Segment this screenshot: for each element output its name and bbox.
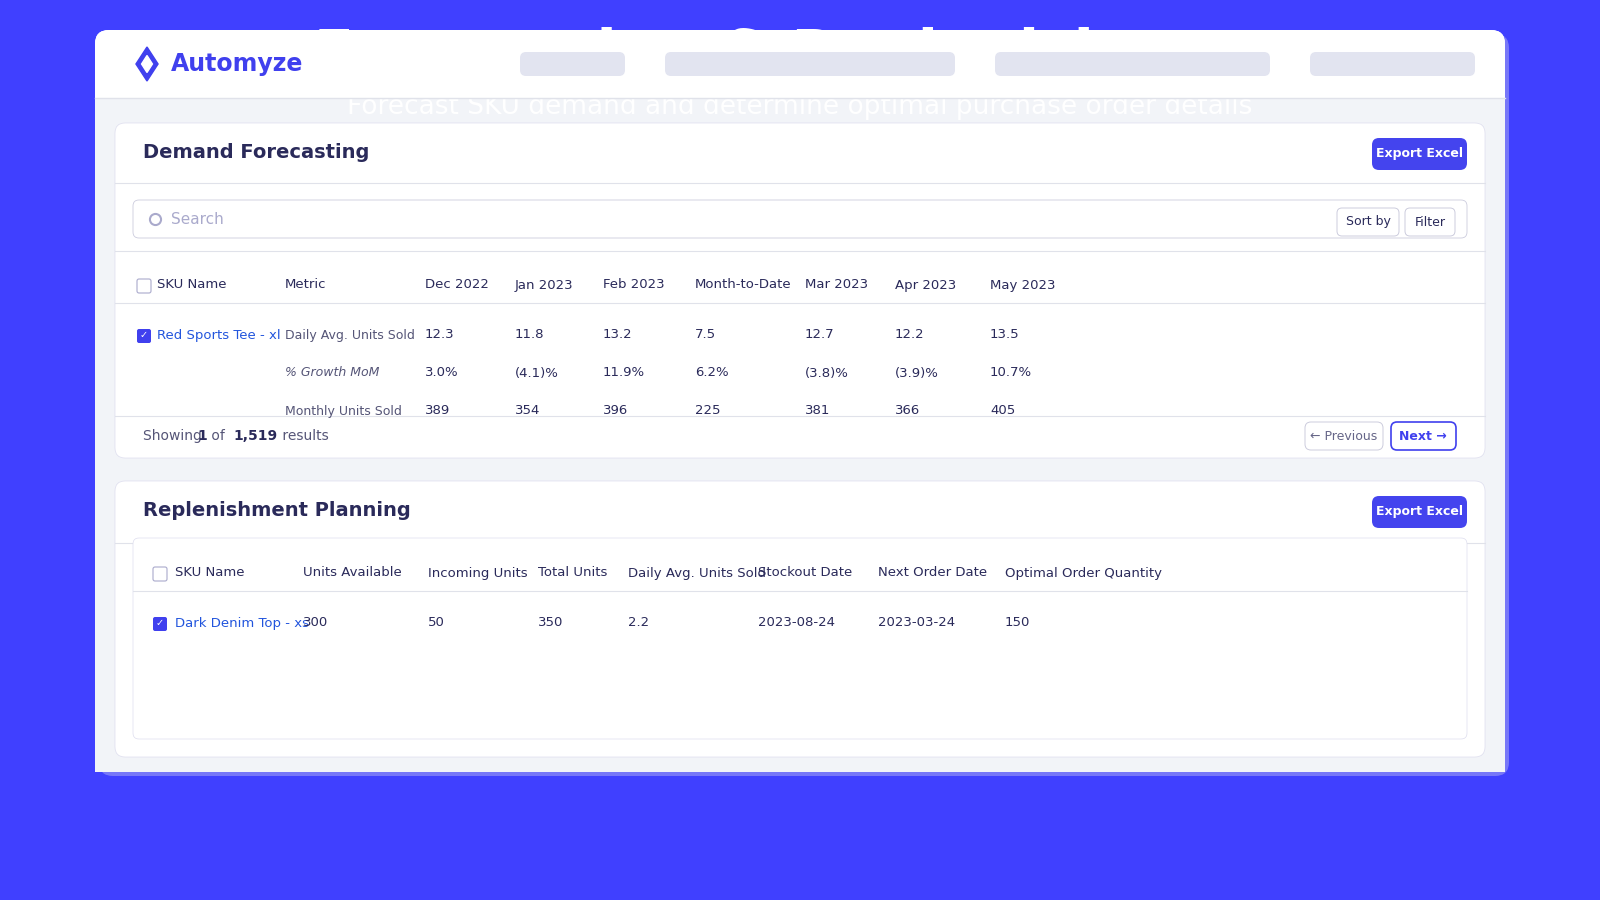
- Polygon shape: [141, 56, 152, 73]
- Text: Sort by: Sort by: [1346, 215, 1390, 229]
- Text: 2023-08-24: 2023-08-24: [758, 616, 835, 629]
- Text: ✓: ✓: [155, 618, 165, 628]
- Text: 1,519: 1,519: [234, 429, 277, 443]
- Text: 2023-03-24: 2023-03-24: [878, 616, 955, 629]
- Text: SKU Name: SKU Name: [174, 566, 245, 580]
- Text: Dec 2022: Dec 2022: [426, 278, 490, 292]
- Text: Metric: Metric: [285, 278, 326, 292]
- Text: Total Units: Total Units: [538, 566, 608, 580]
- Text: Demand Forecasting: Demand Forecasting: [142, 143, 370, 163]
- FancyBboxPatch shape: [1390, 422, 1456, 450]
- FancyBboxPatch shape: [133, 538, 1467, 739]
- Text: Showing: Showing: [142, 429, 206, 443]
- Text: Daily Avg. Units Sold: Daily Avg. Units Sold: [627, 566, 766, 580]
- Text: 405: 405: [990, 404, 1016, 418]
- Text: 10.7%: 10.7%: [990, 366, 1032, 380]
- FancyBboxPatch shape: [94, 30, 1506, 772]
- Text: 366: 366: [894, 404, 920, 418]
- Text: SKU Name: SKU Name: [157, 278, 227, 292]
- FancyBboxPatch shape: [138, 329, 150, 343]
- FancyBboxPatch shape: [520, 52, 626, 76]
- Text: 12.7: 12.7: [805, 328, 835, 341]
- FancyBboxPatch shape: [1373, 138, 1467, 170]
- Text: 150: 150: [1005, 616, 1030, 629]
- Text: Apr 2023: Apr 2023: [894, 278, 957, 292]
- Text: 50: 50: [429, 616, 445, 629]
- Text: Forecast SKU demand and determine optimal purchase order details: Forecast SKU demand and determine optima…: [347, 94, 1253, 120]
- Polygon shape: [136, 47, 158, 81]
- Text: 300: 300: [302, 616, 328, 629]
- FancyBboxPatch shape: [1310, 52, 1475, 76]
- Text: Optimal Order Quantity: Optimal Order Quantity: [1005, 566, 1162, 580]
- FancyBboxPatch shape: [1373, 496, 1467, 528]
- FancyBboxPatch shape: [1405, 208, 1454, 236]
- Text: Month-to-Date: Month-to-Date: [694, 278, 792, 292]
- FancyBboxPatch shape: [115, 481, 1485, 757]
- Text: Next →: Next →: [1398, 429, 1446, 443]
- FancyBboxPatch shape: [94, 30, 1506, 98]
- Text: Filter: Filter: [1414, 215, 1445, 229]
- Text: 381: 381: [805, 404, 830, 418]
- FancyBboxPatch shape: [1306, 422, 1382, 450]
- FancyBboxPatch shape: [99, 34, 1509, 776]
- Text: (3.9)%: (3.9)%: [894, 366, 939, 380]
- Text: 11.9%: 11.9%: [603, 366, 645, 380]
- Text: Incoming Units: Incoming Units: [429, 566, 528, 580]
- Text: Automyze: Automyze: [171, 52, 304, 76]
- FancyBboxPatch shape: [1338, 208, 1398, 236]
- Text: 7.5: 7.5: [694, 328, 717, 341]
- FancyBboxPatch shape: [133, 200, 1467, 238]
- FancyBboxPatch shape: [154, 617, 166, 631]
- Text: Export Excel: Export Excel: [1376, 506, 1462, 518]
- FancyBboxPatch shape: [115, 123, 1485, 458]
- Text: Export Excel: Export Excel: [1376, 148, 1462, 160]
- Text: Feb 2023: Feb 2023: [603, 278, 664, 292]
- Text: 354: 354: [515, 404, 541, 418]
- Text: 13.2: 13.2: [603, 328, 632, 341]
- Text: 389: 389: [426, 404, 450, 418]
- Text: 1: 1: [197, 429, 206, 443]
- FancyBboxPatch shape: [94, 758, 1506, 772]
- Text: 396: 396: [603, 404, 629, 418]
- Text: 6.2%: 6.2%: [694, 366, 728, 380]
- FancyBboxPatch shape: [666, 52, 955, 76]
- Text: 225: 225: [694, 404, 720, 418]
- Text: Replenishment Planning: Replenishment Planning: [142, 501, 411, 520]
- FancyBboxPatch shape: [154, 567, 166, 581]
- Text: 350: 350: [538, 616, 563, 629]
- Text: results: results: [278, 429, 328, 443]
- FancyBboxPatch shape: [94, 98, 1506, 772]
- Text: (3.8)%: (3.8)%: [805, 366, 850, 380]
- Text: 12.3: 12.3: [426, 328, 454, 341]
- FancyBboxPatch shape: [995, 52, 1270, 76]
- Text: 12.2: 12.2: [894, 328, 925, 341]
- Text: Stockout Date: Stockout Date: [758, 566, 853, 580]
- Text: 2.2: 2.2: [627, 616, 650, 629]
- Text: Jan 2023: Jan 2023: [515, 278, 574, 292]
- Text: Monthly Units Sold: Monthly Units Sold: [285, 404, 402, 418]
- Text: % Growth MoM: % Growth MoM: [285, 366, 379, 380]
- FancyBboxPatch shape: [1491, 98, 1506, 772]
- Text: 3.0%: 3.0%: [426, 366, 459, 380]
- Text: ✓: ✓: [139, 330, 149, 340]
- FancyBboxPatch shape: [138, 279, 150, 293]
- Text: Forecasting & Replenishment: Forecasting & Replenishment: [315, 26, 1285, 84]
- Text: May 2023: May 2023: [990, 278, 1056, 292]
- Text: Search: Search: [171, 212, 224, 227]
- Text: Next Order Date: Next Order Date: [878, 566, 987, 580]
- Text: Red Sports Tee - xl: Red Sports Tee - xl: [157, 328, 280, 341]
- Text: Daily Avg. Units Sold: Daily Avg. Units Sold: [285, 328, 414, 341]
- Text: ← Previous: ← Previous: [1310, 429, 1378, 443]
- Text: of: of: [206, 429, 229, 443]
- Text: Dark Denim Top - xs: Dark Denim Top - xs: [174, 616, 309, 629]
- Text: 13.5: 13.5: [990, 328, 1019, 341]
- Text: (4.1)%: (4.1)%: [515, 366, 558, 380]
- Text: 11.8: 11.8: [515, 328, 544, 341]
- Text: Mar 2023: Mar 2023: [805, 278, 869, 292]
- Text: Units Available: Units Available: [302, 566, 402, 580]
- FancyBboxPatch shape: [94, 98, 109, 772]
